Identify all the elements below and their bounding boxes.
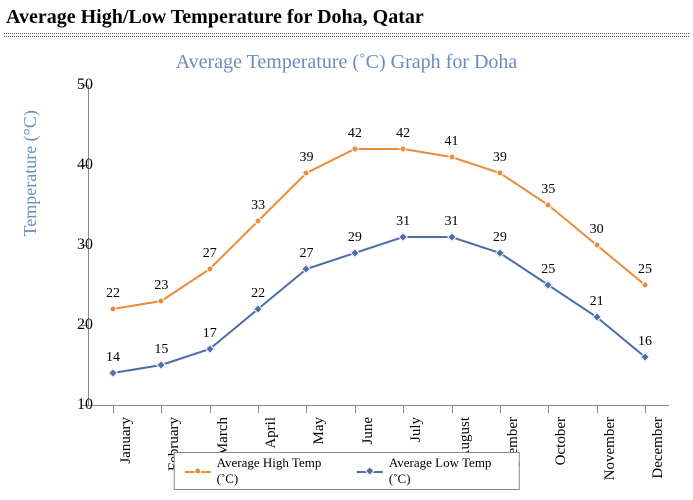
x-tick-label: January [118, 417, 135, 464]
data-label: 17 [203, 326, 217, 342]
data-label: 14 [106, 350, 120, 366]
title-underline [4, 33, 689, 34]
series-marker [206, 266, 213, 273]
legend-swatch [184, 465, 210, 477]
chart-title: Average Temperature (˚C) Graph for Doha [0, 51, 693, 74]
series-line [113, 237, 645, 373]
data-label: 15 [154, 342, 168, 358]
plot-area: 1020304050JanuaryFebruaryMarchAprilMayJu… [88, 85, 669, 406]
data-label: 16 [638, 334, 652, 350]
temperature-chart: Average Temperature (˚C) Graph for Doha … [0, 37, 693, 492]
x-tick-label: November [602, 417, 619, 480]
x-tick-label: June [360, 417, 377, 445]
x-tick [210, 405, 211, 413]
series-marker [351, 146, 358, 153]
data-label: 29 [493, 230, 507, 246]
series-marker [496, 170, 503, 177]
x-tick [258, 405, 259, 413]
data-label: 25 [541, 262, 555, 278]
series-marker [642, 282, 649, 289]
legend-item: Average High Temp (˚C) [184, 455, 338, 487]
data-label: 27 [203, 246, 217, 262]
x-tick [645, 405, 646, 413]
x-tick-label: October [553, 417, 570, 465]
series-marker [303, 170, 310, 177]
x-tick [597, 405, 598, 413]
legend: Average High Temp (˚C) Average Low Temp (… [173, 452, 520, 490]
series-marker [158, 298, 165, 305]
series-marker [448, 154, 455, 161]
x-tick-label: December [650, 417, 667, 479]
data-label: 29 [348, 230, 362, 246]
x-tick [548, 405, 549, 413]
y-axis-label: Temperature (°C) [20, 110, 41, 236]
data-label: 33 [251, 198, 265, 214]
legend-label: Average High Temp (˚C) [217, 455, 339, 487]
legend-label: Average Low Temp (˚C) [389, 455, 509, 487]
page-title: Average High/Low Temperature for Doha, Q… [0, 0, 693, 33]
legend-item: Average Low Temp (˚C) [357, 455, 509, 487]
x-tick-label: May [311, 417, 328, 445]
line-layer [89, 85, 669, 405]
data-label: 42 [396, 126, 410, 142]
series-marker [593, 242, 600, 249]
data-label: 30 [590, 222, 604, 238]
data-label: 31 [396, 214, 410, 230]
x-tick [452, 405, 453, 413]
data-label: 41 [445, 134, 459, 150]
data-label: 35 [541, 182, 555, 198]
data-label: 21 [590, 294, 604, 310]
x-tick [355, 405, 356, 413]
data-label: 23 [154, 278, 168, 294]
x-tick-label: March [215, 417, 232, 456]
legend-swatch [357, 465, 383, 477]
data-label: 22 [106, 286, 120, 302]
x-tick [161, 405, 162, 413]
data-label: 39 [493, 150, 507, 166]
x-tick-label: July [408, 417, 425, 442]
x-tick-label: April [263, 417, 280, 449]
series-marker [255, 218, 262, 225]
x-tick [500, 405, 501, 413]
data-label: 39 [299, 150, 313, 166]
data-label: 42 [348, 126, 362, 142]
x-tick [403, 405, 404, 413]
series-marker [110, 306, 117, 313]
data-label: 27 [299, 246, 313, 262]
data-label: 31 [445, 214, 459, 230]
data-label: 25 [638, 262, 652, 278]
x-tick [113, 405, 114, 413]
series-line [113, 149, 645, 309]
series-marker [545, 202, 552, 209]
x-tick [306, 405, 307, 413]
data-label: 22 [251, 286, 265, 302]
series-marker [400, 146, 407, 153]
